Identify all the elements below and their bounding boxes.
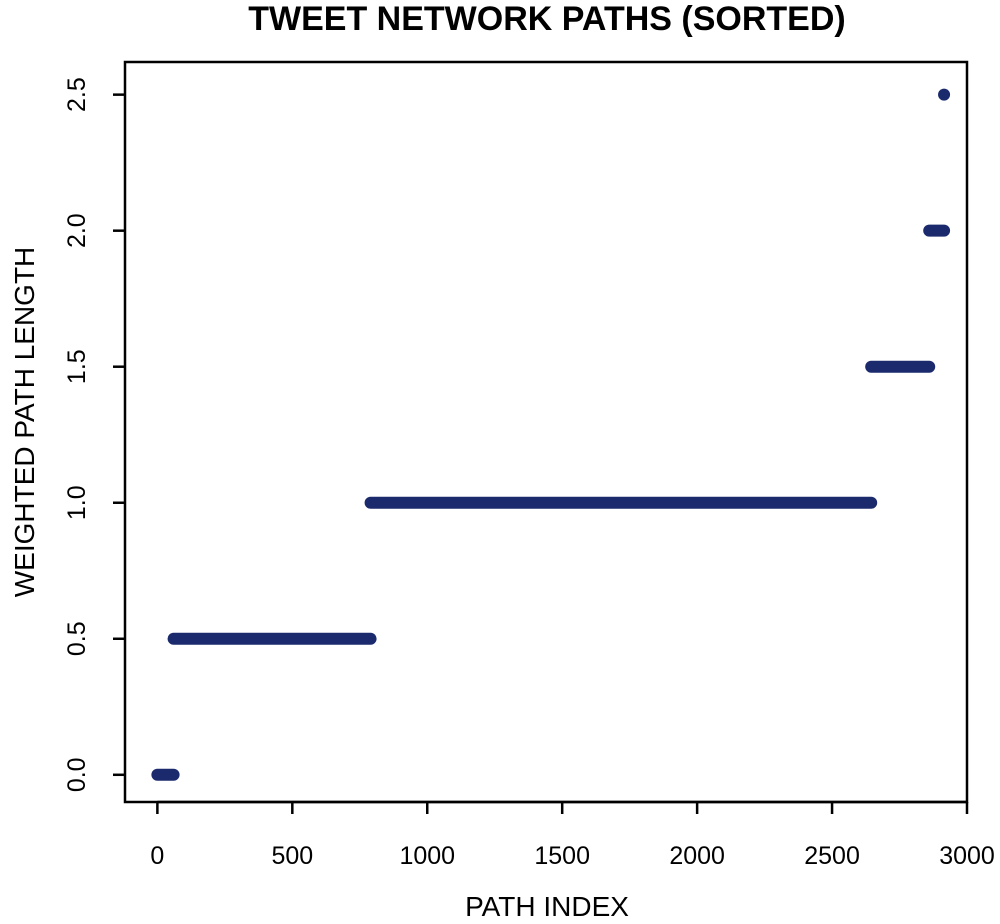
y-tick-label: 2.5 <box>63 77 91 112</box>
x-tick-label: 2500 <box>804 842 860 870</box>
x-axis-label: PATH INDEX <box>465 891 629 922</box>
data-point <box>938 88 951 101</box>
y-tick-label: 0.0 <box>63 757 91 792</box>
x-tick-label: 1500 <box>534 842 590 870</box>
x-tick-label: 500 <box>271 842 313 870</box>
y-tick-label: 1.5 <box>63 349 91 384</box>
chart-title: TWEET NETWORK PATHS (SORTED) <box>248 0 845 38</box>
x-tick-label: 1000 <box>399 842 455 870</box>
x-tick-label: 2000 <box>669 842 725 870</box>
x-tick-label: 0 <box>150 842 164 870</box>
y-axis-label: WEIGHTED PATH LENGTH <box>9 247 40 598</box>
x-axis-ticks: 0 500 1000 1500 2000 2500 3000 <box>150 800 995 870</box>
plot-frame <box>123 60 969 804</box>
x-tick-label: 3000 <box>939 842 995 870</box>
data-points <box>151 88 951 781</box>
y-tick-label: 0.5 <box>63 621 91 656</box>
y-axis-ticks: 0.0 0.5 1.0 1.5 2.0 2.5 <box>63 77 125 792</box>
y-tick-label: 2.0 <box>63 213 91 248</box>
y-tick-label: 1.0 <box>63 485 91 520</box>
